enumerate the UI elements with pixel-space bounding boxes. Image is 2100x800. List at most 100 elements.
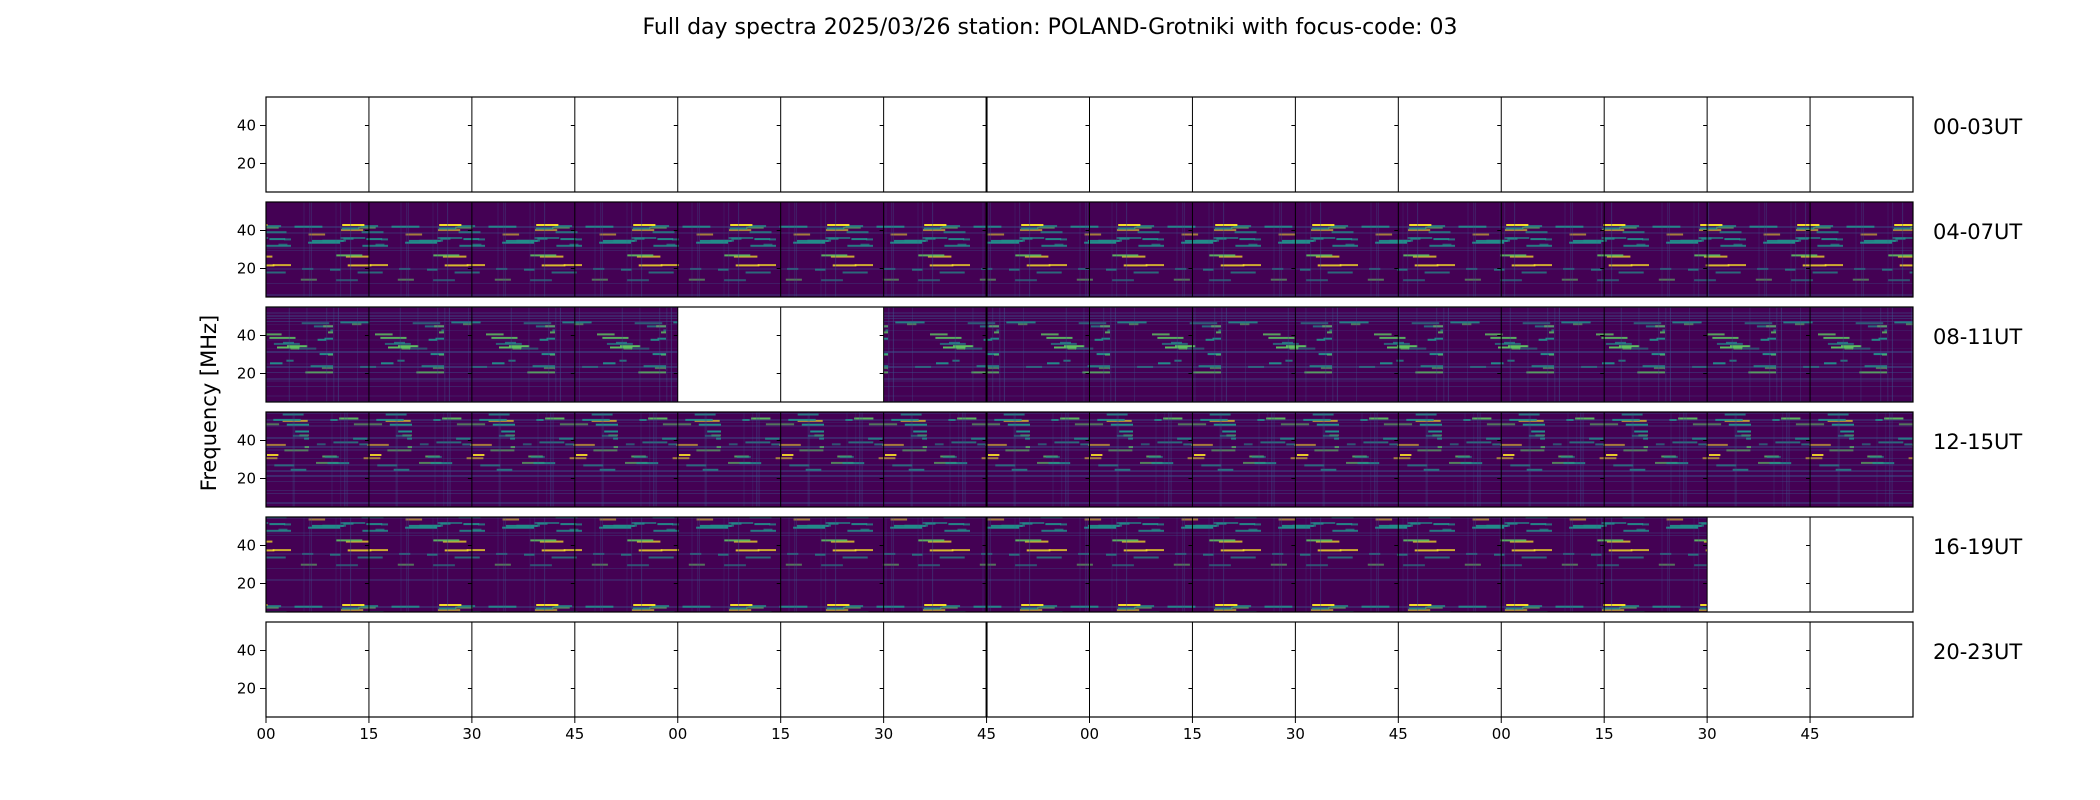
empty-panel <box>368 622 472 717</box>
spectrogram-panel <box>883 517 987 612</box>
spectrogram-panel <box>1295 517 1399 612</box>
spectrogram-panel <box>780 412 884 507</box>
spectrogram-panel <box>1089 307 1193 402</box>
spectrogram-panel <box>1089 517 1193 612</box>
spectrogram-panel <box>1707 202 1811 297</box>
x-tick-label: 45 <box>565 725 584 743</box>
spectrogram-panel <box>574 202 678 297</box>
y-tick-label: 40 <box>237 117 256 135</box>
spectrogram-panel <box>677 412 781 507</box>
x-tick-label: 45 <box>1389 725 1408 743</box>
spectra-row: 20 40 12-15UT <box>237 411 2022 508</box>
empty-panel <box>1810 97 1913 192</box>
spectrogram-panel <box>1089 412 1193 507</box>
y-tick-label: 20 <box>237 575 256 593</box>
spectrogram-panel <box>266 412 369 507</box>
spectrogram-panel <box>574 412 678 507</box>
empty-panel <box>1398 97 1502 192</box>
empty-panel <box>883 622 987 717</box>
y-tick-label: 20 <box>237 365 256 383</box>
spectrogram-panel <box>368 202 472 297</box>
x-tick-label: 30 <box>1286 725 1305 743</box>
empty-panel <box>1295 97 1399 192</box>
empty-panel <box>986 622 1090 717</box>
empty-panel <box>677 97 781 192</box>
x-tick-label: 45 <box>977 725 996 743</box>
empty-panel <box>266 622 369 717</box>
empty-panel <box>1707 97 1811 192</box>
spectrogram-panel <box>1192 307 1296 402</box>
spectrogram-panel <box>1192 202 1296 297</box>
y-tick-label: 20 <box>237 470 256 488</box>
spectrogram-panel <box>471 307 575 402</box>
empty-panel <box>883 97 987 192</box>
x-tick-label: 15 <box>771 725 790 743</box>
y-tick-label: 40 <box>237 537 256 555</box>
x-tick-label: 30 <box>1698 725 1717 743</box>
spectrogram-panel <box>266 307 369 402</box>
y-tick-label: 40 <box>237 642 256 660</box>
x-tick-label: 00 <box>1080 725 1099 743</box>
empty-panel <box>677 307 781 402</box>
empty-panel <box>471 97 575 192</box>
spectrogram-panel <box>1398 202 1502 297</box>
x-tick-label: 15 <box>359 725 378 743</box>
spectrogram-panel <box>986 202 1090 297</box>
spectra-row: 20 40 00-03UT <box>237 96 2022 193</box>
empty-panel <box>1192 97 1296 192</box>
spectrogram-panel <box>266 202 369 297</box>
spectrogram-panel <box>1604 517 1708 612</box>
x-tick-label: 45 <box>1801 725 1820 743</box>
spectrogram-panel <box>368 412 472 507</box>
empty-panel <box>1501 97 1605 192</box>
spectrogram-panel <box>1604 202 1708 297</box>
empty-panel <box>471 622 575 717</box>
spectrogram-panel <box>677 517 781 612</box>
spectrogram-panel <box>574 517 678 612</box>
empty-panel <box>986 97 1090 192</box>
spectrogram-panel <box>1604 307 1708 402</box>
row-time-label: 12-15UT <box>1933 430 2022 454</box>
spectrogram-panel <box>368 517 472 612</box>
spectrogram-panel <box>266 517 369 612</box>
spectrogram-panel <box>1295 307 1399 402</box>
x-tick-label: 00 <box>1492 725 1511 743</box>
x-tick-label: 30 <box>874 725 893 743</box>
empty-panel <box>1089 97 1193 192</box>
spectrogram-panel <box>1707 307 1811 402</box>
empty-panel <box>1192 622 1296 717</box>
x-tick-label: 00 <box>668 725 687 743</box>
empty-panel <box>1604 622 1708 717</box>
spectrogram-panel <box>986 412 1090 507</box>
spectrogram-panel <box>471 202 575 297</box>
y-tick-label: 40 <box>237 222 256 240</box>
empty-panel <box>1810 517 1913 612</box>
spectrogram-panel <box>986 307 1090 402</box>
row-time-label: 08-11UT <box>1933 325 2022 349</box>
spectrogram-panel <box>1810 202 1913 297</box>
empty-panel <box>1604 97 1708 192</box>
spectrogram-panel <box>883 202 987 297</box>
x-tick-label: 15 <box>1183 725 1202 743</box>
empty-panel <box>1295 622 1399 717</box>
spectra-row: 20 40 20-23UT <box>237 621 2022 718</box>
spectrogram-panel <box>1192 517 1296 612</box>
spectrogram-panel <box>471 412 575 507</box>
y-tick-label: 20 <box>237 680 256 698</box>
row-time-label: 20-23UT <box>1933 640 2022 664</box>
spectrogram-panel <box>1501 517 1605 612</box>
spectrogram-panel <box>883 412 987 507</box>
empty-panel <box>1089 622 1193 717</box>
x-axis-ticks: 00 15 30 45 00 15 30 45 00 15 30 45 00 15 30 45 <box>256 717 1820 743</box>
empty-panel <box>780 97 884 192</box>
spectra-row: 20 40 16-19UT <box>237 516 2022 613</box>
empty-panel <box>574 97 678 192</box>
y-axis-label: Frequency [MHz] <box>197 315 221 491</box>
empty-panel <box>574 622 678 717</box>
spectrogram-panel <box>1501 307 1605 402</box>
chart-title: Full day spectra 2025/03/26 station: POL… <box>642 15 1457 40</box>
spectrogram-panel <box>1501 202 1605 297</box>
y-tick-label: 40 <box>237 327 256 345</box>
spectrogram-panel <box>986 517 1090 612</box>
